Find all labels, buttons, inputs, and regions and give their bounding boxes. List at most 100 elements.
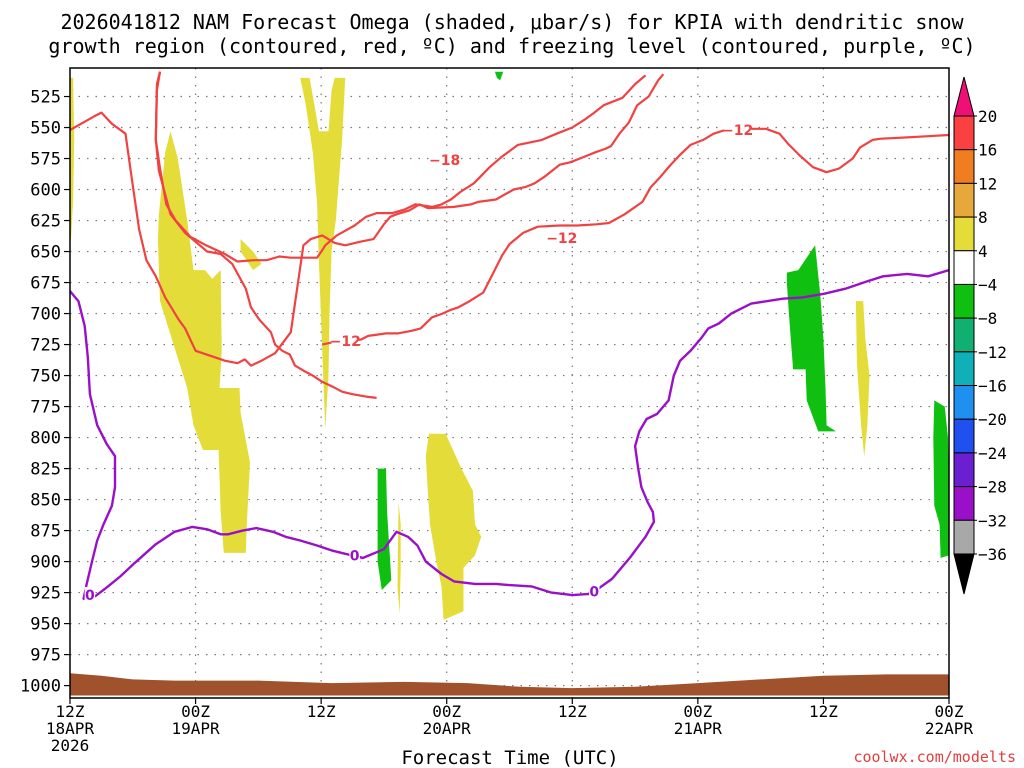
colorbar-label-6: −8 — [978, 309, 997, 328]
x-tick-label-0-3: 2026 — [51, 736, 90, 755]
y-tick-label-800: 800 — [30, 429, 61, 449]
x-tick-label-1-2: 19APR — [171, 719, 220, 738]
colorbar-segment-5 — [953, 283, 975, 319]
colorbar-segment-12 — [953, 519, 975, 555]
y-tick-label-875: 875 — [30, 522, 61, 542]
dendritic-contour-1 — [154, 71, 377, 399]
omega-region-positive-5 — [397, 502, 401, 614]
colorbar-segment-7 — [953, 351, 975, 387]
x-tick-label-6-1: 12Z — [809, 702, 838, 721]
y-tick-label-700: 700 — [30, 305, 61, 325]
y-tick-label-525: 525 — [30, 88, 61, 108]
x-tick-label-0-2: 18APR — [46, 719, 95, 738]
colorbar-segment-2 — [953, 182, 975, 218]
colorbar: 20 16 12 8 4 −4 −8 −12 −16 −20 −24 −28 −32 −36 — [953, 76, 1007, 595]
dendritic-label-0: −18 — [429, 153, 460, 169]
dendritic-label-3-bg — [723, 122, 752, 139]
colorbar-label-12: −32 — [978, 511, 1007, 530]
terrain-fill — [70, 673, 949, 696]
freezing-level-contour — [70, 268, 949, 600]
y-tick-label-725: 725 — [30, 336, 61, 356]
x-tick-label-0-1: 12Z — [56, 702, 85, 721]
omega-region-negative-7 — [494, 71, 504, 81]
omega-region-positive-6 — [855, 301, 870, 457]
temperature-contours — [70, 71, 949, 600]
freezing-label-1-bg — [349, 547, 360, 564]
omega-region-positive-0 — [70, 77, 75, 240]
y-tick-label-650: 650 — [30, 243, 61, 263]
dendritic-label-2-bg — [331, 332, 359, 349]
y-tick-label-775: 775 — [30, 398, 61, 418]
freezing-label-2-bg — [589, 583, 600, 600]
dendritic-label-3: −12 — [722, 123, 753, 139]
colorbar-label-4: 4 — [978, 242, 988, 261]
dendritic-contour-0 — [70, 73, 665, 367]
dendritic-label-0-bg — [430, 151, 459, 168]
colorbar-segment-11 — [953, 486, 975, 521]
y-tick-label-975: 975 — [30, 646, 61, 666]
omega-region-negative-8 — [377, 468, 392, 591]
omega-region-negative-10 — [933, 400, 949, 558]
omega-region-negative-9 — [786, 245, 836, 432]
colorbar-bottom-arrow — [953, 553, 975, 595]
plot-frame — [69, 67, 950, 699]
colorbar-segment-9 — [953, 418, 975, 454]
omega-shading — [70, 71, 949, 620]
colorbar-segment-4 — [953, 250, 975, 285]
dendritic-label-1-bg — [548, 229, 576, 246]
colorbar-segment-0 — [953, 115, 975, 151]
source-credit: coolwx.com/modelts — [853, 748, 1016, 766]
colorbar-label-5: −4 — [978, 275, 997, 294]
colorbar-label-10: −24 — [978, 444, 1007, 463]
omega-region-positive-1 — [157, 131, 250, 553]
x-tick-label-5-2: 21APR — [674, 719, 723, 738]
y-tick-label-825: 825 — [30, 460, 61, 480]
colorbar-segment-3 — [953, 216, 975, 252]
y-tick-label-1000: 1000 — [20, 677, 61, 697]
dendritic-label-1: −12 — [546, 231, 577, 247]
dendritic-contour-2 — [154, 71, 647, 263]
y-axis: 525 550 575 600 625 650 675 700 725 750 775 800 825 8… — [20, 88, 70, 697]
colorbar-label-3: 8 — [978, 208, 988, 227]
colorbar-label-7: −12 — [978, 343, 1007, 362]
chart-title-line-1: 2026041812 NAM Forecast Omega (shaded, μ… — [60, 10, 964, 34]
colorbar-top-arrow — [953, 76, 975, 117]
colorbar-segment-10 — [953, 452, 975, 488]
x-axis-label: Forecast Time (UTC) — [401, 747, 618, 768]
x-tick-label-2-1: 12Z — [307, 702, 336, 721]
y-tick-label-950: 950 — [30, 615, 61, 635]
x-tick-label-7-2: 22APR — [925, 719, 974, 738]
x-tick-label-5-1: 00Z — [683, 702, 712, 721]
y-tick-label-850: 850 — [30, 491, 61, 511]
colorbar-label-8: −16 — [978, 377, 1007, 396]
y-tick-label-600: 600 — [30, 181, 61, 201]
y-tick-label-900: 900 — [30, 553, 61, 573]
dendritic-contour-3 — [321, 127, 949, 346]
y-tick-label-925: 925 — [30, 584, 61, 604]
freezing-label-2: 0 — [589, 584, 599, 600]
y-tick-label-575: 575 — [30, 150, 61, 170]
dendritic-label-2: −12 — [330, 334, 361, 350]
y-tick-label-550: 550 — [30, 119, 61, 139]
colorbar-segment-8 — [953, 385, 975, 420]
chart-title-line-2: growth region (contoured, red, ºC) and f… — [48, 34, 975, 58]
omega-region-positive-3 — [300, 77, 346, 429]
colorbar-label-13: −36 — [978, 545, 1007, 564]
y-tick-label-750: 750 — [30, 367, 61, 387]
contour-labels: −18 −12 −12 −12 0 0 0 — [84, 122, 753, 604]
x-tick-label-7-1: 00Z — [935, 702, 964, 721]
colorbar-segment-6 — [953, 317, 975, 353]
terrain-surface — [70, 673, 949, 696]
colorbar-segment-1 — [953, 149, 975, 184]
x-tick-label-4-1: 12Z — [558, 702, 587, 721]
omega-region-positive-2 — [240, 239, 262, 271]
y-tick-label-625: 625 — [30, 212, 61, 232]
colorbar-label-2: 12 — [978, 174, 997, 193]
freezing-label-0-bg — [84, 587, 96, 604]
colorbar-label-0: 20 — [978, 107, 997, 126]
y-tick-label-675: 675 — [30, 274, 61, 294]
colorbar-label-1: 16 — [978, 141, 997, 160]
freezing-label-0: 0 — [85, 588, 95, 604]
